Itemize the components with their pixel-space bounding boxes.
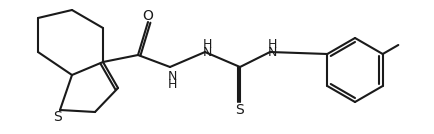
Text: N: N bbox=[267, 46, 277, 59]
Text: H: H bbox=[267, 38, 277, 51]
Text: S: S bbox=[236, 103, 244, 117]
Text: H: H bbox=[202, 38, 212, 51]
Text: N: N bbox=[168, 70, 177, 83]
Text: O: O bbox=[142, 9, 154, 23]
Text: N: N bbox=[202, 46, 212, 59]
Text: S: S bbox=[54, 110, 62, 124]
Text: H: H bbox=[168, 79, 177, 92]
